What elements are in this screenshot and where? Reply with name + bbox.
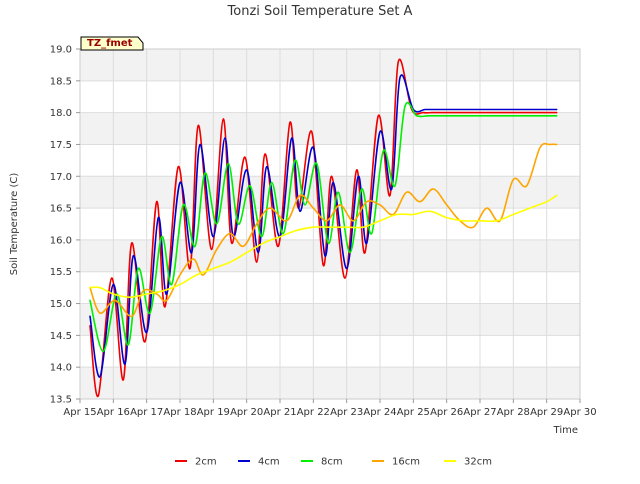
series-line-2cm xyxy=(89,58,558,397)
legend-label-16cm: 16cm xyxy=(392,457,420,468)
x-tick-label: Apr 26 xyxy=(430,407,463,418)
y-axis-label: Soil Temperature (C) xyxy=(9,173,20,276)
x-tick-label: Apr 22 xyxy=(297,407,330,418)
y-tick-label: 14.5 xyxy=(50,331,72,342)
grid-band xyxy=(80,49,580,81)
series-line-16cm xyxy=(89,142,558,318)
y-tick-label: 18.0 xyxy=(50,108,72,119)
y-tick-label: 13.5 xyxy=(50,395,72,406)
x-tick-label: Apr 25 xyxy=(397,407,430,418)
y-tick-label: 17.5 xyxy=(50,140,72,151)
y-tick-label: 18.5 xyxy=(50,76,72,87)
legend: 2cm 4cm 8cm 16cm 32cm xyxy=(175,457,492,468)
x-tick-label: Apr 29 xyxy=(530,407,563,418)
y-tick-label: 15.0 xyxy=(50,299,72,310)
x-tick-label: Apr 17 xyxy=(130,407,163,418)
y-tick-label: 15.5 xyxy=(50,267,72,278)
x-tick-label: Apr 30 xyxy=(563,407,596,418)
legend-label-8cm: 8cm xyxy=(321,457,343,468)
x-tick-label: Apr 28 xyxy=(497,407,530,418)
series-line-4cm xyxy=(89,74,558,378)
x-tick-label: Apr 24 xyxy=(363,407,396,418)
x-tick-label: Apr 16 xyxy=(97,407,130,418)
grid-band xyxy=(80,367,580,399)
y-tick-label: 14.0 xyxy=(50,363,72,374)
annotation-box: TZ_fmet xyxy=(80,36,144,51)
x-tick-label: Apr 23 xyxy=(330,407,363,418)
x-tick-label: Apr 20 xyxy=(230,407,263,418)
annotation-label: TZ_fmet xyxy=(87,38,133,49)
x-tick-label: Apr 19 xyxy=(197,407,230,418)
x-axis-label: Time xyxy=(553,425,578,436)
x-tick-label: Apr 18 xyxy=(163,407,196,418)
legend-label-4cm: 4cm xyxy=(258,457,280,468)
x-tick-label: Apr 21 xyxy=(263,407,296,418)
y-tick-label: 17.0 xyxy=(50,172,72,183)
y-tick-label: 16.0 xyxy=(50,235,72,246)
x-tick-label: Apr 27 xyxy=(463,407,496,418)
legend-label-32cm: 32cm xyxy=(464,457,492,468)
plot-frame xyxy=(79,48,581,400)
grid-band xyxy=(80,303,580,336)
grid-band xyxy=(80,112,580,145)
legend-label-2cm: 2cm xyxy=(195,457,217,468)
series-line-32cm xyxy=(89,194,558,298)
y-tick-label: 19.0 xyxy=(50,45,72,56)
x-tick-label: Apr 15 xyxy=(63,407,96,418)
y-tick-label: 16.5 xyxy=(50,204,72,215)
chart-title: Tonzi Soil Temperature Set A xyxy=(227,4,413,19)
